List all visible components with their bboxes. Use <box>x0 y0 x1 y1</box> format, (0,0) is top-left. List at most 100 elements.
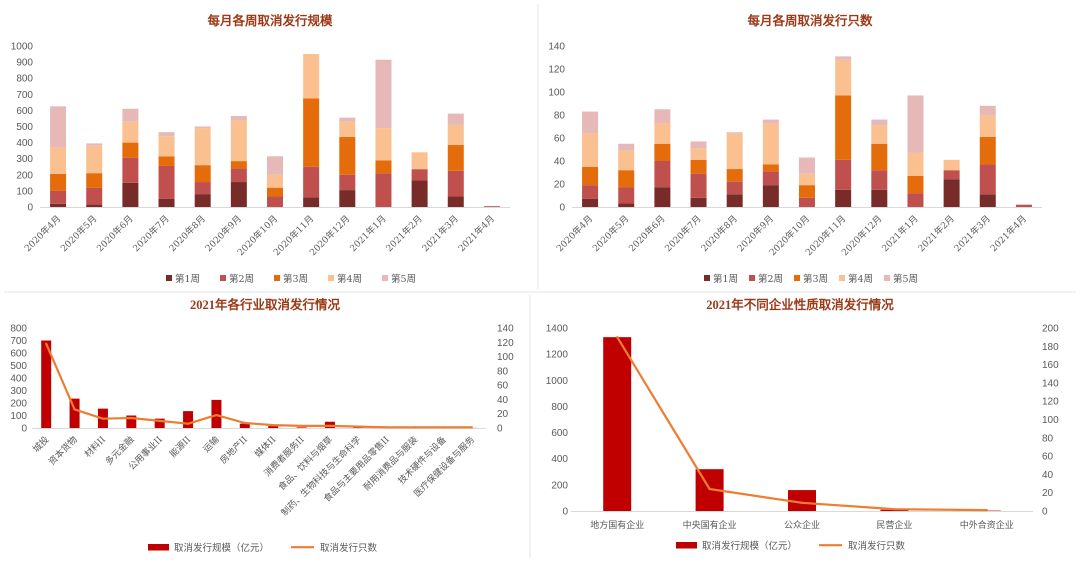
bar-segment <box>50 106 67 148</box>
y2-tick-label: 120 <box>1042 397 1059 408</box>
bar-segment <box>907 193 924 207</box>
bar-segment <box>618 203 635 207</box>
bar-segment <box>726 169 743 182</box>
bar-segment <box>618 170 635 188</box>
bar-segment <box>690 148 707 160</box>
line-point <box>985 508 988 512</box>
chart-title: 每月各周取消发行只数 <box>747 13 873 28</box>
bar-segment <box>835 59 852 96</box>
bar-segment <box>654 123 671 144</box>
y-tick-label: 20 <box>554 180 566 191</box>
bar-segment <box>375 128 392 161</box>
bar-segment <box>267 187 283 197</box>
y2-tick-label: 80 <box>1042 433 1054 444</box>
bar-segment <box>943 179 960 207</box>
bar-segment <box>582 166 599 186</box>
bar-segment <box>267 156 283 175</box>
y-tick-label: 140 <box>548 42 565 53</box>
legend-swatch <box>382 275 388 281</box>
x-tick-label: 公众企业 <box>784 519 820 531</box>
y-tick-label: 800 <box>16 74 33 85</box>
y-tick-label: 700 <box>16 90 33 101</box>
bar <box>603 337 632 511</box>
y-tick-label: 400 <box>551 454 568 465</box>
bar-segment <box>267 196 283 207</box>
bar-segment <box>158 198 175 207</box>
bar-segment <box>158 165 175 199</box>
line-point <box>158 419 161 422</box>
line-point <box>413 426 417 429</box>
legend-label: 第5周 <box>391 273 416 285</box>
y-tick-label: 1000 <box>546 376 569 387</box>
bar-segment <box>618 143 635 151</box>
bar-segment <box>230 161 247 169</box>
bar-segment <box>50 190 67 204</box>
bar-segment <box>375 59 392 129</box>
bar-segment <box>979 105 996 115</box>
bar-segment <box>194 194 211 207</box>
bar-segment <box>690 159 707 174</box>
legend-swatch <box>884 275 890 281</box>
bar-segment <box>122 121 139 143</box>
bar-segment <box>654 161 671 188</box>
bar-segment <box>86 145 103 174</box>
bar-segment <box>194 126 211 129</box>
bar-segment <box>979 194 996 207</box>
line-point <box>708 487 711 491</box>
bar-segment <box>871 119 888 126</box>
bar-segment <box>654 143 671 161</box>
x-tick-label: 地方国有企业 <box>590 519 644 531</box>
bar-segment <box>303 166 320 198</box>
legend-label: 取消发行规模（亿元） <box>702 540 797 552</box>
bar-segment <box>339 117 356 122</box>
line-point <box>328 424 332 427</box>
bar-segment <box>618 187 635 204</box>
legend-swatch <box>749 275 755 281</box>
bar-segment <box>835 159 852 190</box>
bar-segment <box>339 121 356 137</box>
bar-segment <box>122 108 139 122</box>
y2-tick-label: 60 <box>1042 452 1054 463</box>
y2-tick-label: 20 <box>1042 488 1054 499</box>
x-tick-label: 中央国有企业 <box>683 519 737 531</box>
bar-segment <box>654 187 671 207</box>
y-tick-label: 700 <box>10 336 27 347</box>
bar-segment <box>158 156 175 166</box>
y-tick-label: 300 <box>10 386 27 397</box>
line-point <box>272 424 275 427</box>
legend-label: 第1周 <box>713 273 738 285</box>
bar-segment <box>303 54 320 99</box>
bar-segment <box>799 197 815 207</box>
y2-tick-label: 160 <box>1042 360 1059 371</box>
y-tick-label: 120 <box>548 65 565 76</box>
bar-segment <box>158 132 175 137</box>
y-tick-label: 1000 <box>11 42 34 53</box>
y-tick-label: 900 <box>16 58 33 69</box>
bar-segment <box>447 170 464 197</box>
bar-segment <box>194 182 211 195</box>
bar-segment <box>762 119 779 124</box>
y2-tick-label: 120 <box>497 338 514 349</box>
bar-segment <box>871 125 888 144</box>
bar-segment <box>86 187 103 205</box>
bar-segment <box>943 159 960 171</box>
bar-segment <box>762 123 779 165</box>
bar-segment <box>267 174 283 188</box>
bar-segment <box>411 169 428 181</box>
legend-swatch <box>328 275 334 281</box>
y2-tick-label: 100 <box>1042 415 1059 426</box>
y2-tick-label: 20 <box>497 409 509 420</box>
y-tick-label: 40 <box>554 157 566 168</box>
bar-segment <box>158 136 175 157</box>
bar-segment <box>86 204 103 207</box>
bar-segment <box>194 165 211 183</box>
y-tick-label: 200 <box>16 170 33 181</box>
legend-swatch <box>166 275 172 281</box>
bar-segment <box>690 141 707 149</box>
bar-segment <box>86 173 103 188</box>
bar-segment <box>375 173 392 207</box>
y-tick-label: 400 <box>10 374 27 385</box>
legend-swatch <box>220 275 226 281</box>
legend-label: 第4周 <box>848 273 873 285</box>
x-tick-label: 中外合资企业 <box>960 519 1014 531</box>
